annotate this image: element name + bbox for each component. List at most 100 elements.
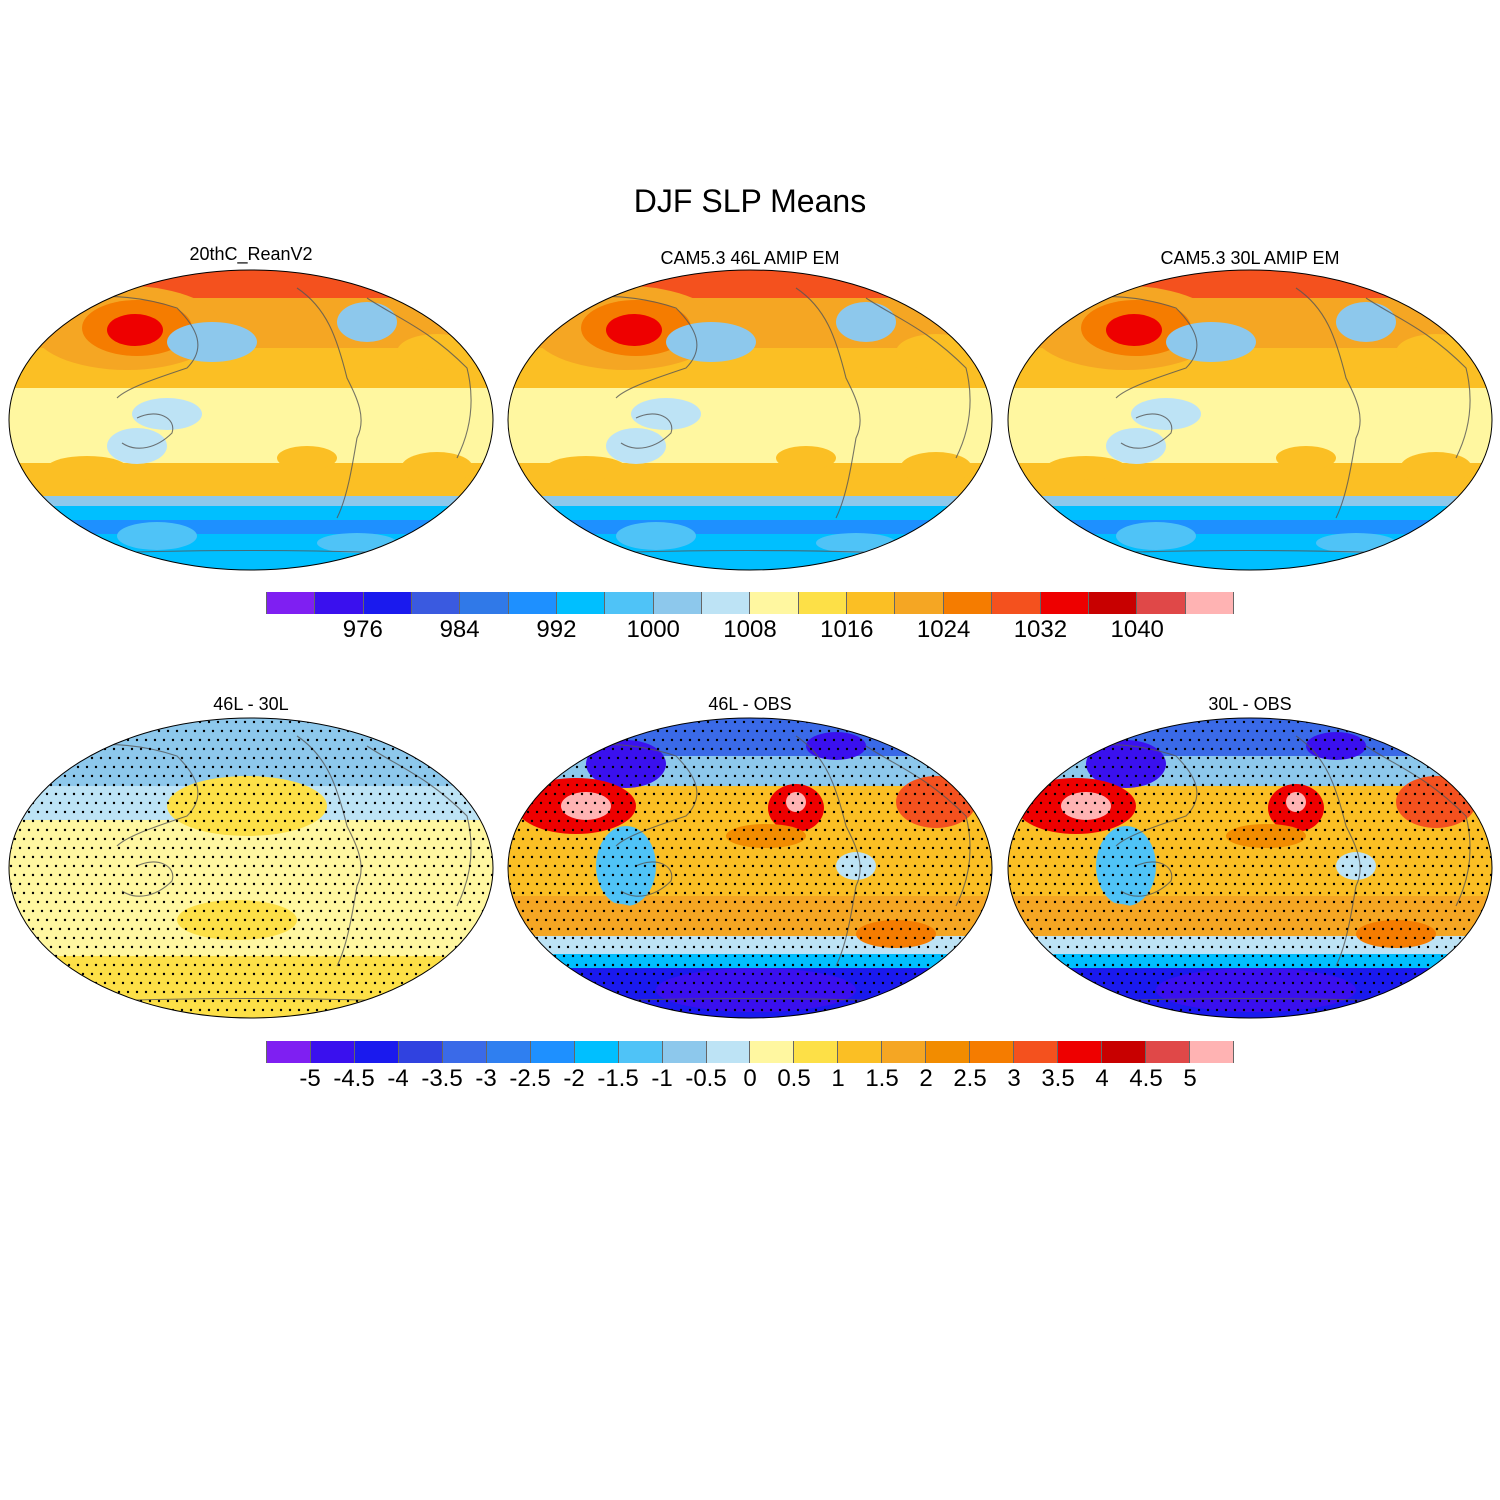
panel-title: 46L - 30L — [213, 694, 289, 714]
contour-region — [47, 456, 127, 480]
contour-band — [508, 506, 992, 520]
colorbar-swatch — [530, 1041, 575, 1063]
map-panel-diff-46-obs: 46L - OBS — [506, 694, 994, 1024]
contour-region — [1226, 824, 1306, 848]
contour-region — [1131, 398, 1201, 430]
colorbar-labels: -5 -4.5 -4 -3.5 -3 -2.5 -2 -1.5 -1 -0.5 0 0.5 1 1.5 2 2… — [266, 1065, 1234, 1095]
colorbar-swatch — [508, 592, 558, 614]
contour-region — [666, 322, 756, 362]
colorbar-swatch — [702, 592, 751, 614]
colorbar-boxes — [266, 1041, 1234, 1063]
contour-region — [856, 920, 936, 948]
colorbar-swatch — [412, 592, 461, 614]
map-panel-cam30: CAM5.3 30L AMIP EM — [1006, 244, 1494, 574]
colorbar-tick-label: -2 — [563, 1065, 585, 1092]
contour-band — [9, 956, 493, 1018]
colorbar-swatch — [706, 1041, 751, 1063]
panel-title: 20thC_ReanV2 — [189, 244, 313, 264]
contour-region — [546, 456, 626, 480]
map-reanalysis — [8, 269, 494, 571]
colorbar-swatch — [1102, 1041, 1147, 1063]
colorbar-tick-label: 3.5 — [1041, 1065, 1075, 1092]
contour-band — [9, 270, 493, 298]
colorbar-tick-label: -2.5 — [509, 1065, 551, 1092]
contour-region — [1356, 920, 1436, 948]
contour-band — [1008, 270, 1492, 298]
colorbar-tick-label: 0 — [743, 1065, 757, 1092]
colorbar-swatch — [943, 592, 993, 614]
contour-region — [107, 314, 163, 346]
map-border — [507, 717, 993, 1019]
contour-region — [1316, 533, 1396, 553]
colorbar-boxes — [266, 592, 1234, 614]
contour-region — [107, 428, 167, 464]
colorbar-swatch — [750, 592, 799, 614]
map-fill — [1008, 270, 1492, 570]
contour-region — [1306, 732, 1366, 760]
contour-band — [9, 506, 493, 520]
contour-region — [1166, 322, 1256, 362]
contour-region — [1046, 902, 1146, 930]
contour-region — [9, 972, 127, 1012]
colorbar-tick-label: 1040 — [1110, 616, 1164, 643]
colorbar-tick-label: -1.5 — [597, 1065, 639, 1092]
colorbar-swatch — [882, 1041, 927, 1063]
colorbar-labels: 976 984 992 1000 1008 1016 1024 1032 1040 — [266, 616, 1234, 646]
contour-region — [836, 852, 876, 880]
contour-band — [9, 534, 493, 570]
colorbar-swatch — [1137, 592, 1186, 614]
colorbar-swatch — [266, 1041, 311, 1063]
map-border — [507, 269, 993, 571]
contour-region — [900, 452, 972, 484]
contour-region — [1116, 522, 1196, 550]
colorbar-swatch — [838, 1041, 883, 1063]
colorbar-tick-label: -3.5 — [421, 1065, 463, 1092]
colorbar-swatch — [1190, 1041, 1234, 1063]
contour-band — [1008, 496, 1492, 506]
contour-region — [776, 446, 836, 470]
colorbar-tick-label: 1024 — [916, 616, 971, 643]
contour-region — [117, 522, 197, 550]
colorbar-swatch — [363, 592, 413, 614]
colorbar-swatch — [662, 1041, 707, 1063]
contour-region — [546, 902, 646, 930]
colorbar-tick-label: 3 — [1007, 1065, 1021, 1092]
contour-band — [1008, 520, 1492, 534]
contour-region — [606, 314, 662, 346]
contour-band — [9, 496, 493, 506]
colorbar-tick-label: 0.5 — [777, 1065, 811, 1092]
colorbar-swatch — [1058, 1041, 1103, 1063]
map-diff-30-obs — [1007, 717, 1493, 1019]
colorbar-swatch — [847, 592, 896, 614]
contour-region — [1286, 792, 1306, 812]
colorbar-swatch — [1040, 592, 1089, 614]
map-panel-diff-46-30: 46L - 30L — [7, 694, 495, 1024]
contour-region — [806, 732, 866, 760]
colorbar-tick-label: 1016 — [820, 616, 874, 643]
colorbar-tick-label: -1 — [651, 1065, 673, 1092]
colorbar-swatch — [398, 1041, 443, 1063]
colorbar-swatch — [557, 592, 606, 614]
colorbar-mean: 976 984 992 1000 1008 1016 1024 1032 1040 — [266, 592, 1234, 652]
map-fill — [9, 718, 493, 1018]
contour-region — [1276, 446, 1336, 470]
colorbar-tick-label: -5 — [299, 1065, 321, 1092]
map-border — [8, 269, 494, 571]
colorbar-swatch — [926, 1041, 971, 1063]
map-panel-diff-30-obs: 30L - OBS — [1006, 694, 1494, 1024]
map-diff-46-30 — [8, 717, 494, 1019]
map-panel-reanalysis: 20thC_ReanV2 — [7, 244, 495, 574]
colorbar-tick-label: 1.5 — [865, 1065, 899, 1092]
contour-band — [508, 954, 992, 968]
colorbar-tick-label: -0.5 — [685, 1065, 727, 1092]
contour-region — [1061, 792, 1111, 820]
colorbar-tick-label: 992 — [536, 616, 577, 643]
contour-region — [786, 792, 806, 812]
colorbar-tick-label: 976 — [342, 616, 383, 643]
contour-region — [726, 824, 806, 848]
colorbar-tick-label: -4 — [387, 1065, 409, 1092]
colorbar-tick-label: 1008 — [723, 616, 777, 643]
contour-band — [1008, 388, 1492, 428]
contour-region — [836, 302, 896, 342]
contour-region — [1156, 968, 1356, 1012]
